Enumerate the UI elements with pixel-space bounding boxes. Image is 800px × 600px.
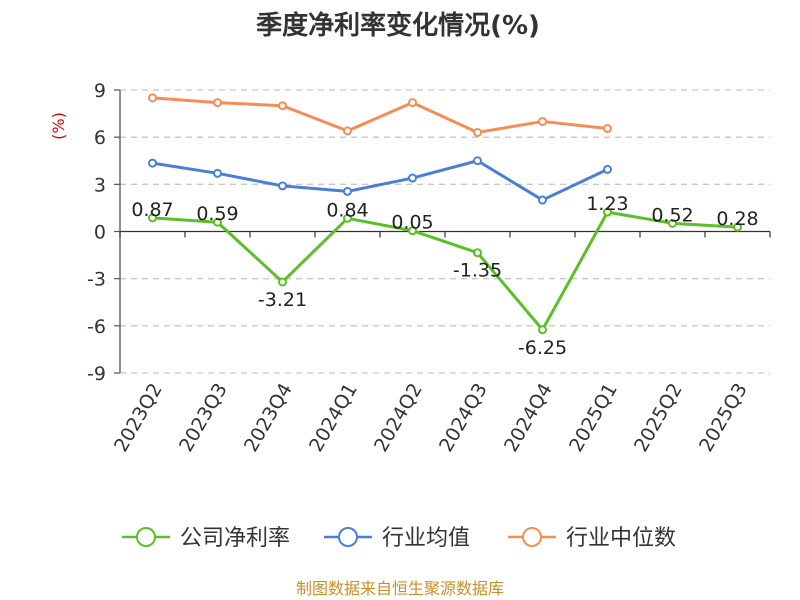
x-tick-label: 2024Q4 [500, 380, 557, 456]
data-point [538, 195, 547, 205]
y-tick-label: 0 [94, 222, 106, 244]
legend-label: 公司净利率 [180, 526, 290, 551]
x-tick-label: 2024Q2 [370, 380, 427, 456]
x-tick-label: 2024Q1 [305, 380, 362, 456]
x-tick-label: 2025Q3 [695, 380, 752, 456]
data-label: 0.59 [196, 203, 238, 225]
data-point [278, 101, 287, 111]
data-point [408, 98, 417, 108]
y-axis-unit: (%) [49, 112, 68, 140]
data-labels: 0.87 0.59 -3.21 0.84 0.05 -1.35 -6.25 1.23 0.52 0… [131, 193, 758, 359]
data-point [733, 222, 742, 232]
legend: 公司净利率 行业均值 行业中位数 [122, 526, 676, 551]
data-label: -1.35 [453, 260, 502, 282]
data-point [213, 98, 222, 108]
series-line [152, 159, 609, 202]
data-label: 0.28 [716, 208, 758, 230]
data-point [148, 158, 157, 168]
y-tick-label: -3 [87, 269, 106, 291]
data-label: -6.25 [518, 337, 567, 359]
data-label: 0.52 [651, 204, 693, 226]
data-point [473, 248, 482, 258]
data-point [473, 156, 482, 166]
x-tick-label: 2023Q3 [175, 380, 232, 456]
series-line [152, 96, 608, 134]
data-point [538, 325, 547, 335]
data-point [148, 213, 157, 223]
data-point [603, 164, 612, 174]
x-tick-label: 2023Q2 [110, 380, 167, 456]
y-tick-label: 3 [94, 174, 106, 196]
data-label: 0.05 [391, 212, 433, 234]
x-tick-label: 2023Q4 [240, 380, 297, 456]
data-point [603, 124, 612, 134]
legend-marker-icon [522, 527, 542, 547]
y-tick-label: 6 [94, 127, 106, 149]
legend-marker-icon [136, 527, 156, 547]
legend-label: 行业均值 [382, 526, 470, 551]
data-label: -3.21 [258, 289, 307, 311]
series-lines [148, 93, 742, 335]
data-label: 0.87 [131, 199, 173, 221]
series-line [152, 210, 738, 332]
data-point [343, 186, 352, 196]
x-tick-label: 2025Q2 [630, 380, 687, 456]
x-tick-label: 2025Q1 [565, 380, 622, 456]
data-point [343, 213, 352, 223]
data-point [408, 226, 417, 236]
data-point [278, 277, 287, 287]
data-label: 0.84 [326, 199, 368, 221]
data-point [538, 116, 547, 126]
data-point [278, 181, 287, 191]
data-point [343, 126, 352, 136]
y-tick-label: -6 [87, 316, 106, 338]
data-point [148, 93, 157, 103]
x-tick-label: 2024Q3 [435, 380, 492, 456]
data-point [408, 173, 417, 183]
chart-title: 季度净利率变化情况(%) [256, 10, 540, 41]
legend-marker-icon [338, 527, 358, 547]
data-point [213, 217, 222, 227]
legend-label: 行业中位数 [566, 526, 676, 551]
y-tick-label: 9 [94, 80, 106, 102]
y-tick-label: -9 [87, 363, 106, 385]
data-point [603, 207, 612, 217]
data-point [668, 218, 677, 228]
grid-lines [120, 89, 770, 374]
data-label: 1.23 [586, 193, 628, 215]
source-note: 制图数据来自恒生聚源数据库 [296, 579, 504, 598]
data-point [213, 168, 222, 178]
data-point [473, 127, 482, 137]
